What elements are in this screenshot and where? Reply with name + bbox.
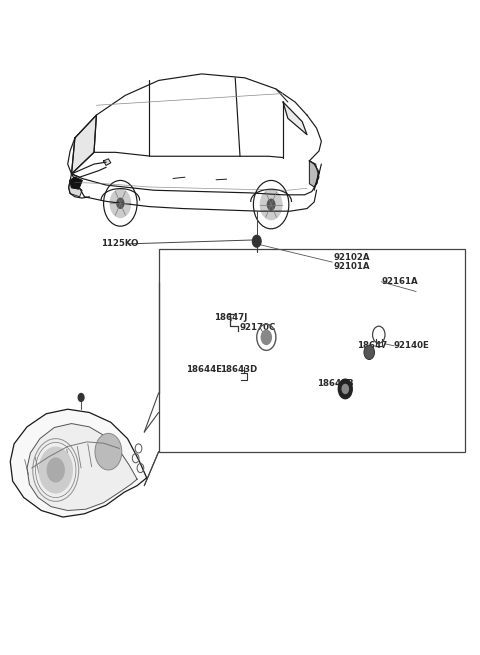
Circle shape: [47, 457, 65, 483]
Text: 92161A: 92161A: [381, 277, 418, 286]
Polygon shape: [70, 177, 82, 189]
Polygon shape: [310, 161, 319, 187]
Circle shape: [260, 189, 283, 220]
Text: 18643D: 18643D: [220, 365, 257, 374]
Text: 18641B: 18641B: [317, 379, 353, 388]
Circle shape: [116, 198, 124, 209]
Text: 18647J: 18647J: [214, 312, 247, 322]
Circle shape: [109, 189, 131, 218]
Text: 92101A: 92101A: [333, 262, 370, 271]
Circle shape: [261, 329, 272, 345]
Circle shape: [38, 447, 73, 493]
Circle shape: [95, 434, 122, 470]
Bar: [158, 249, 465, 452]
Polygon shape: [72, 115, 96, 174]
Text: 92170C: 92170C: [239, 323, 276, 332]
Polygon shape: [10, 409, 147, 517]
Text: 92140E: 92140E: [393, 341, 429, 350]
Circle shape: [252, 235, 261, 247]
Polygon shape: [283, 102, 307, 135]
Polygon shape: [27, 424, 137, 510]
Polygon shape: [69, 180, 82, 196]
Text: 18644E: 18644E: [186, 365, 222, 374]
Circle shape: [364, 345, 374, 360]
Text: 1125KO: 1125KO: [101, 239, 139, 248]
Text: 18647: 18647: [357, 341, 387, 350]
Text: 92102A: 92102A: [333, 253, 370, 262]
Circle shape: [78, 394, 84, 402]
Circle shape: [341, 384, 349, 394]
Circle shape: [337, 379, 353, 400]
Polygon shape: [104, 159, 111, 166]
Circle shape: [267, 198, 276, 211]
